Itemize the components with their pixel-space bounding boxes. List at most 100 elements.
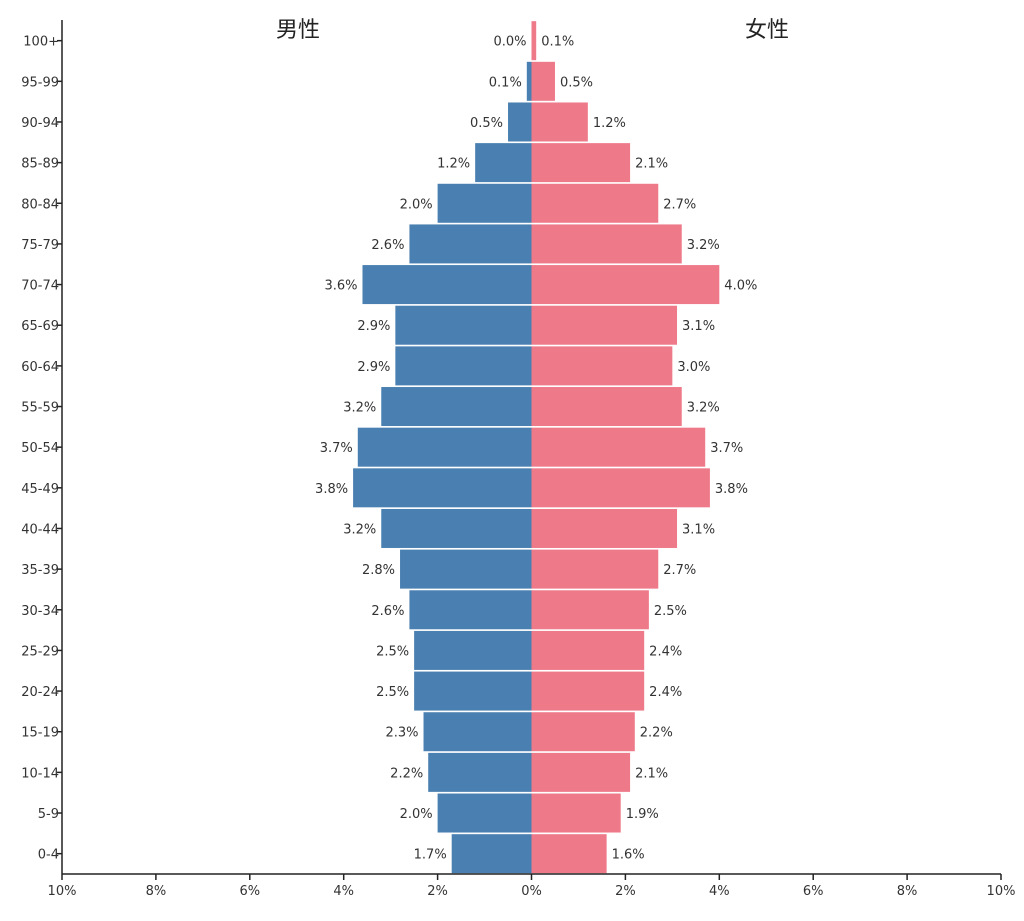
- male-value-label: 2.0%: [400, 197, 433, 212]
- male-bar-40-44: [381, 508, 532, 548]
- age-group-label: 30-34: [21, 604, 59, 619]
- male-value-label: 0.5%: [470, 116, 503, 131]
- male-value-label: 2.2%: [390, 766, 423, 781]
- male-bar-85-89: [475, 143, 532, 183]
- female-value-label: 1.6%: [612, 848, 645, 863]
- female-value-label: 3.1%: [682, 319, 715, 334]
- bars-layer: [353, 21, 720, 874]
- male-bar-70-74: [362, 265, 532, 305]
- male-bar-35-39: [400, 549, 532, 589]
- age-group-label: 50-54: [21, 441, 59, 456]
- male-bar-55-59: [381, 387, 532, 427]
- female-value-label: 2.1%: [635, 157, 668, 172]
- female-value-label: 3.1%: [682, 522, 715, 537]
- male-value-label: 2.8%: [362, 563, 395, 578]
- age-group-label: 55-59: [21, 401, 59, 416]
- x-tick-label: 2%: [427, 884, 448, 899]
- female-value-label: 2.1%: [635, 766, 668, 781]
- age-group-label: 60-64: [21, 360, 59, 375]
- female-value-label: 3.2%: [687, 238, 720, 253]
- female-bar-20-24: [531, 671, 645, 711]
- female-bar-100+: [531, 21, 537, 61]
- x-tick-label: 0%: [521, 884, 542, 899]
- male-bar-90-94: [508, 102, 532, 142]
- female-bar-40-44: [531, 508, 678, 548]
- female-bar-90-94: [531, 102, 588, 142]
- x-tick-label: 8%: [146, 884, 167, 899]
- female-value-label: 3.8%: [715, 482, 748, 497]
- female-bar-85-89: [531, 143, 631, 183]
- male-bar-10-14: [428, 752, 532, 792]
- male-value-label: 3.7%: [320, 441, 353, 456]
- female-bar-65-69: [531, 305, 678, 345]
- male-value-label: 2.9%: [357, 319, 390, 334]
- female-value-label: 0.5%: [560, 75, 593, 90]
- female-value-label: 2.5%: [654, 604, 687, 619]
- age-group-label: 85-89: [21, 157, 59, 172]
- male-value-label: 0.1%: [489, 75, 522, 90]
- age-group-label: 65-69: [21, 319, 59, 334]
- female-bar-60-64: [531, 346, 673, 386]
- female-bar-35-39: [531, 549, 659, 589]
- female-value-label: 1.9%: [626, 807, 659, 822]
- male-bar-0-4: [451, 834, 532, 874]
- age-group-label: 70-74: [21, 279, 59, 294]
- female-value-label: 3.7%: [710, 441, 743, 456]
- male-value-label: 2.9%: [357, 360, 390, 375]
- male-bar-50-54: [357, 427, 532, 467]
- male-series-title: 男性: [276, 18, 320, 43]
- male-bar-5-9: [437, 793, 532, 833]
- male-value-label: 3.8%: [315, 482, 348, 497]
- female-bar-15-19: [531, 712, 635, 752]
- age-group-label: 0-4: [38, 848, 59, 863]
- female-bar-45-49: [531, 468, 710, 508]
- age-group-label: 15-19: [21, 726, 59, 741]
- female-bar-80-84: [531, 183, 659, 223]
- male-value-label: 0.0%: [493, 35, 526, 50]
- x-tick-label: 6%: [803, 884, 824, 899]
- female-bar-70-74: [531, 265, 720, 305]
- age-group-label: 40-44: [21, 522, 59, 537]
- male-bar-20-24: [414, 671, 532, 711]
- age-group-label: 90-94: [21, 116, 59, 131]
- female-bar-55-59: [531, 387, 682, 427]
- age-group-label: 25-29: [21, 644, 59, 659]
- age-group-label: 10-14: [21, 766, 59, 781]
- male-bar-25-29: [414, 630, 532, 670]
- female-bar-25-29: [531, 630, 645, 670]
- female-series-title: 女性: [745, 18, 789, 43]
- x-tick-label: 10%: [987, 884, 1016, 899]
- male-bar-75-79: [409, 224, 532, 264]
- age-group-label: 45-49: [21, 482, 59, 497]
- male-value-label: 1.2%: [437, 157, 470, 172]
- female-bar-75-79: [531, 224, 682, 264]
- male-bar-60-64: [395, 346, 532, 386]
- female-value-label: 3.0%: [677, 360, 710, 375]
- female-bar-10-14: [531, 752, 631, 792]
- female-value-label: 2.2%: [640, 726, 673, 741]
- male-value-label: 2.6%: [371, 238, 404, 253]
- male-bar-80-84: [437, 183, 532, 223]
- male-value-label: 3.2%: [343, 401, 376, 416]
- male-value-label: 2.3%: [385, 726, 418, 741]
- male-bar-30-34: [409, 590, 532, 630]
- age-group-label: 80-84: [21, 197, 59, 212]
- labels-layer: 1.7% 1.6% 2.0% 1.9% 2.2% 2.1% 2.3% 2.2% 2.5% 2.4%…: [315, 35, 757, 863]
- age-group-label: 5-9: [38, 807, 59, 822]
- x-tick-label: 8%: [897, 884, 918, 899]
- age-group-label: 35-39: [21, 563, 59, 578]
- male-bar-15-19: [423, 712, 532, 752]
- male-value-label: 2.0%: [400, 807, 433, 822]
- age-group-label: 100+: [23, 35, 59, 50]
- age-group-label: 75-79: [21, 238, 59, 253]
- male-value-label: 3.6%: [324, 279, 357, 294]
- female-value-label: 2.4%: [649, 685, 682, 700]
- female-value-label: 2.7%: [663, 563, 696, 578]
- male-value-label: 2.5%: [376, 644, 409, 659]
- x-tick-label: 6%: [239, 884, 260, 899]
- axis-layer: 0-4 5-9 10-14 15-19 20-24 25-29 30-34 35-39 40-4…: [21, 20, 1015, 899]
- female-bar-30-34: [531, 590, 649, 630]
- male-bar-95-99: [526, 61, 532, 101]
- male-value-label: 2.5%: [376, 685, 409, 700]
